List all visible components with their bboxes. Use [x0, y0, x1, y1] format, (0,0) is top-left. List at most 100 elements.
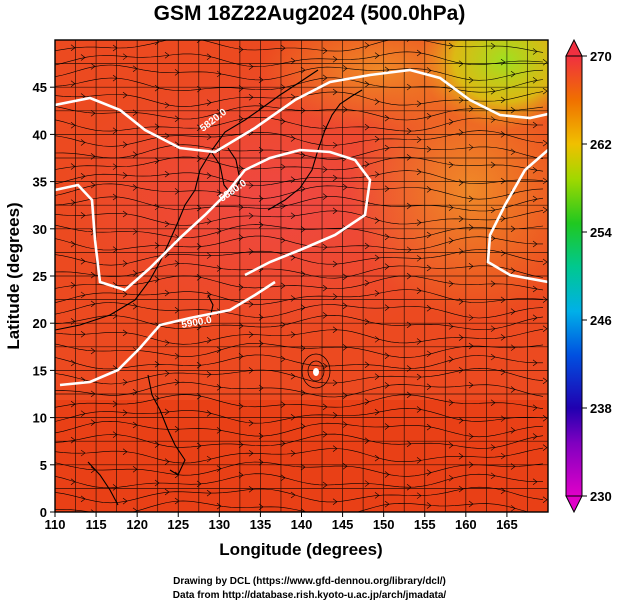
streamline	[55, 302, 544, 319]
streamline-arrow	[112, 193, 118, 201]
streamline-arrow	[258, 340, 264, 347]
streamline-arrow	[384, 185, 390, 192]
streamline-arrow	[384, 114, 390, 122]
streamline-arrow	[90, 181, 96, 189]
streamline-arrow	[154, 276, 160, 283]
streamline-arrow	[342, 183, 348, 191]
streamline-arrow	[90, 271, 96, 279]
streamline-arrow	[248, 182, 254, 189]
streamline-arrow	[364, 42, 370, 49]
streamline-arrow	[500, 487, 506, 495]
y-tick-label: 35	[33, 175, 47, 190]
streamline-arrow	[154, 157, 160, 164]
streamline-arrow	[468, 76, 474, 84]
streamline-arrow	[542, 87, 548, 95]
streamline-arrow	[216, 265, 222, 272]
streamline	[55, 367, 544, 385]
streamline-arrow	[132, 270, 138, 277]
streamline-arrow	[542, 415, 548, 422]
streamline-arrow	[458, 129, 464, 136]
streamline-arrow	[122, 290, 128, 298]
streamline-arrow	[322, 312, 328, 319]
streamline-arrow	[510, 308, 516, 315]
streamline-arrow	[122, 260, 128, 267]
streamline-arrow	[384, 304, 390, 311]
coastlines	[55, 69, 363, 506]
streamline-arrow	[300, 463, 306, 471]
streamline-arrow	[384, 263, 390, 270]
streamline-arrow	[174, 352, 180, 360]
streamline-arrow	[80, 495, 86, 503]
streamline-arrow	[448, 42, 454, 50]
streamline-arrow	[122, 497, 128, 505]
streamline-arrow	[238, 234, 244, 241]
y-tick-label: 0	[40, 505, 47, 520]
streamline-arrow	[342, 65, 348, 72]
streamline-arrow	[206, 218, 212, 225]
streamline-arrow	[238, 284, 244, 291]
streamline-arrow	[132, 228, 138, 235]
streamline-arrow	[500, 215, 506, 222]
streamline-arrow	[238, 46, 244, 53]
x-tick-label: 115	[86, 517, 107, 532]
streamline-arrow	[374, 135, 380, 143]
streamline-arrow	[280, 401, 286, 408]
x-tick-label: 120	[126, 517, 148, 532]
streamline-arrow	[300, 185, 306, 193]
streamline-arrow	[70, 122, 76, 129]
streamline-arrow	[322, 481, 328, 489]
streamline-arrow	[374, 336, 380, 343]
streamline-arrow	[216, 465, 222, 472]
streamline-arrow	[112, 246, 118, 253]
streamline-arrow	[322, 166, 328, 173]
streamline-arrow	[416, 100, 422, 107]
streamline-arrow	[364, 160, 370, 168]
streamline-arrow	[216, 227, 222, 235]
streamline-arrow	[80, 410, 86, 417]
streamline-arrow	[416, 373, 422, 381]
streamline	[55, 433, 544, 449]
streamline-arrow	[132, 466, 138, 473]
streamline-arrow	[510, 148, 516, 156]
streamline	[55, 249, 544, 266]
streamline-arrow	[80, 258, 86, 265]
streamline-arrow	[406, 202, 412, 210]
streamline-arrow	[132, 303, 138, 310]
streamline-arrow	[332, 141, 338, 149]
streamline-arrow	[500, 334, 506, 341]
streamline-arrow	[196, 204, 202, 212]
streamline-arrow	[154, 203, 160, 211]
streamline-arrow	[542, 496, 548, 504]
streamline-arrow	[80, 54, 86, 61]
x-tick-label: 165	[496, 517, 518, 532]
streamline	[55, 289, 544, 305]
streamline-arrow	[406, 440, 412, 448]
streamline	[55, 486, 544, 504]
typhoon-swirl-inner	[307, 360, 325, 382]
streamline-arrow	[196, 243, 202, 250]
streamline-arrow	[458, 366, 464, 374]
streamline-arrow	[416, 168, 422, 176]
streamline-arrow	[532, 195, 538, 203]
x-tick-label: 160	[455, 517, 477, 532]
streamline-arrow	[122, 329, 128, 337]
streamline-arrow	[122, 210, 128, 218]
streamline-arrow	[426, 112, 432, 120]
streamline-arrow	[384, 471, 390, 478]
streamline-arrow	[300, 226, 306, 233]
streamline-arrow	[164, 170, 170, 178]
x-tick-label: 110	[45, 517, 66, 532]
streamline	[55, 210, 544, 226]
streamline-arrow	[90, 390, 96, 398]
streamline-arrow	[216, 427, 222, 434]
streamline-arrow	[510, 386, 516, 393]
streamline-arrow	[374, 254, 380, 262]
streamline-arrow	[374, 98, 380, 105]
streamline-arrow	[216, 109, 222, 116]
streamline-arrow	[290, 57, 296, 65]
map-field: 5820.0 5880.0 5900.0	[55, 40, 548, 512]
streamline-arrow	[532, 433, 538, 440]
isohypse-contours	[55, 68, 548, 387]
streamline-arrow	[196, 323, 202, 331]
streamline-arrow	[406, 483, 412, 491]
